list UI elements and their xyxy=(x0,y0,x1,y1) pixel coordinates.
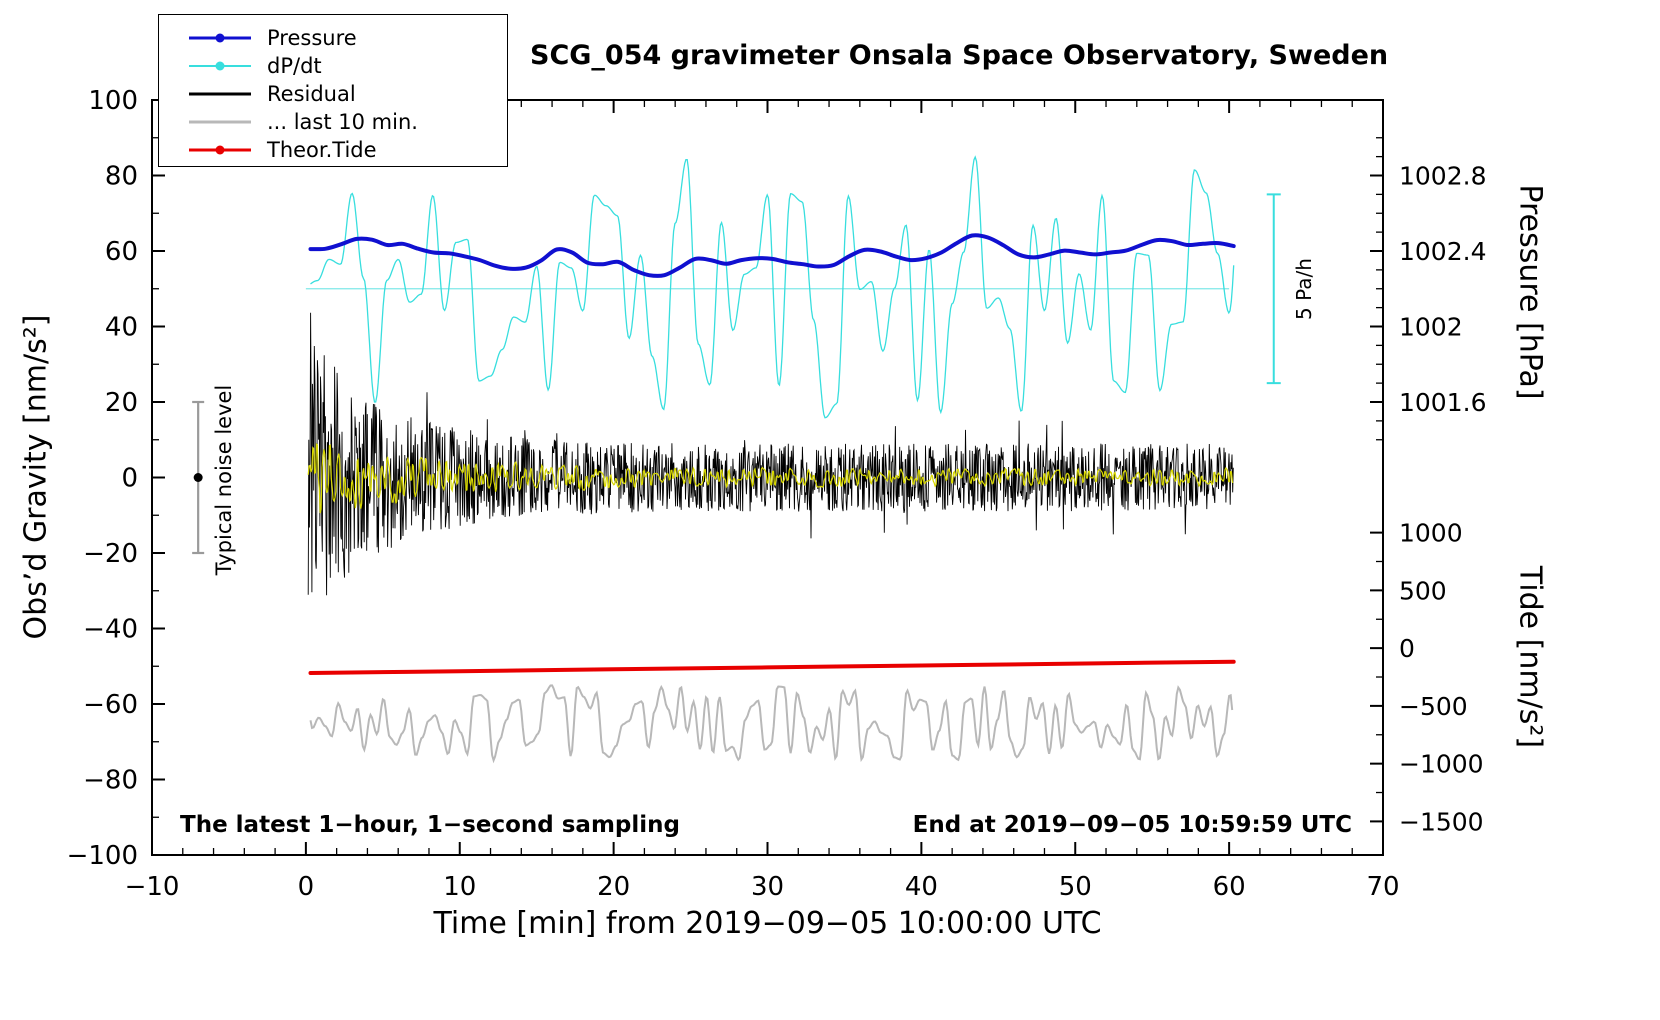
x-tick-label: 20 xyxy=(597,872,630,902)
tide-tick-label: −1000 xyxy=(1399,750,1484,779)
gravity-tick-label: 20 xyxy=(105,388,138,418)
gravity-tick-label: −60 xyxy=(83,690,138,720)
gravity-axis-label: Obs’d Gravity [nm/s²] xyxy=(18,314,54,640)
pressure-tick-label: 1002.8 xyxy=(1399,162,1486,191)
sampling-note: The latest 1−hour, 1−second sampling xyxy=(180,812,680,838)
gravity-tick-label: 60 xyxy=(105,237,138,267)
legend-item-theor-tide: Theor.Tide xyxy=(189,136,507,164)
legend-item-pressure: Pressure xyxy=(189,24,507,52)
legend-box: Pressure dP/dt Residual ... last 10 min.… xyxy=(158,14,508,167)
residual-line-swatch xyxy=(189,88,251,100)
legend-label-dpdt: dP/dt xyxy=(267,54,322,78)
end-time-note: End at 2019−09−05 10:59:59 UTC xyxy=(912,812,1352,838)
pressure-line-swatch xyxy=(189,32,251,44)
legend-label-last-10-min: ... last 10 min. xyxy=(267,110,418,134)
typical-noise-level-label: Typical noise level xyxy=(212,384,236,576)
series-pressure xyxy=(308,233,1236,278)
x-tick-label: 50 xyxy=(1059,872,1092,902)
legend-item-last-10-min: ... last 10 min. xyxy=(189,108,507,136)
tide-axis-label: Tide [nm/s²] xyxy=(1512,565,1548,749)
x-tick-label: −10 xyxy=(125,872,180,902)
tide-tick-label: 1000 xyxy=(1399,519,1463,548)
legend-label-theor-tide: Theor.Tide xyxy=(267,138,377,162)
gravity-tick-label: 80 xyxy=(105,162,138,192)
pressure-axis-label: Pressure [hPa] xyxy=(1512,184,1548,400)
gravity-tick-label: −100 xyxy=(67,841,138,871)
legend-item-dpdt: dP/dt xyxy=(189,52,507,80)
pressure-marker-dot xyxy=(215,33,225,43)
x-tick-label: 70 xyxy=(1366,872,1399,902)
gravity-tick-label: 100 xyxy=(88,86,138,116)
tide-tick-label: −1500 xyxy=(1399,807,1484,836)
legend-label-pressure: Pressure xyxy=(267,26,357,50)
series-residual xyxy=(307,312,1234,596)
pressure-tick-label: 1001.6 xyxy=(1399,388,1486,417)
gravity-tick-label: −80 xyxy=(83,766,138,796)
tide-tick-label: −500 xyxy=(1399,692,1468,721)
theor-tide-line-swatch xyxy=(189,144,251,156)
dpdt-marker-dot xyxy=(215,61,225,71)
x-tick-label: 30 xyxy=(751,872,784,902)
series-theor-tide xyxy=(308,659,1236,675)
gravity-tick-label: −40 xyxy=(83,615,138,645)
gravity-tick-label: 40 xyxy=(105,313,138,343)
x-tick-label: 10 xyxy=(443,872,476,902)
chart-title: SCG_054 gravimeter Onsala Space Observat… xyxy=(530,40,1389,71)
pressure-rate-scale-label: 5 Pa/h xyxy=(1292,258,1316,320)
x-axis-label: Time [min] from 2019−09−05 10:00:00 UTC xyxy=(433,906,1102,941)
x-tick-label: 0 xyxy=(298,872,315,902)
noise-level-dot xyxy=(193,473,203,482)
series-last-10-min xyxy=(309,684,1234,764)
series-dp-dt xyxy=(310,155,1235,419)
last-10-min-line-swatch xyxy=(189,116,251,128)
theor-tide-marker-dot xyxy=(215,145,225,155)
gravity-tick-label: −20 xyxy=(83,539,138,569)
legend-item-residual: Residual xyxy=(189,80,507,108)
x-tick-label: 40 xyxy=(905,872,938,902)
legend-label-residual: Residual xyxy=(267,82,356,106)
pressure-tick-label: 1002 xyxy=(1399,313,1463,342)
tide-tick-label: 0 xyxy=(1399,634,1415,663)
tide-tick-label: 500 xyxy=(1399,576,1447,605)
x-tick-label: 60 xyxy=(1213,872,1246,902)
pressure-tick-label: 1002.4 xyxy=(1399,237,1486,266)
dpdt-line-swatch xyxy=(189,60,251,72)
gravity-tick-label: 0 xyxy=(121,464,138,494)
series-residual-smoothed-yellow-overlay-unlabeled-in-legend xyxy=(307,442,1234,514)
